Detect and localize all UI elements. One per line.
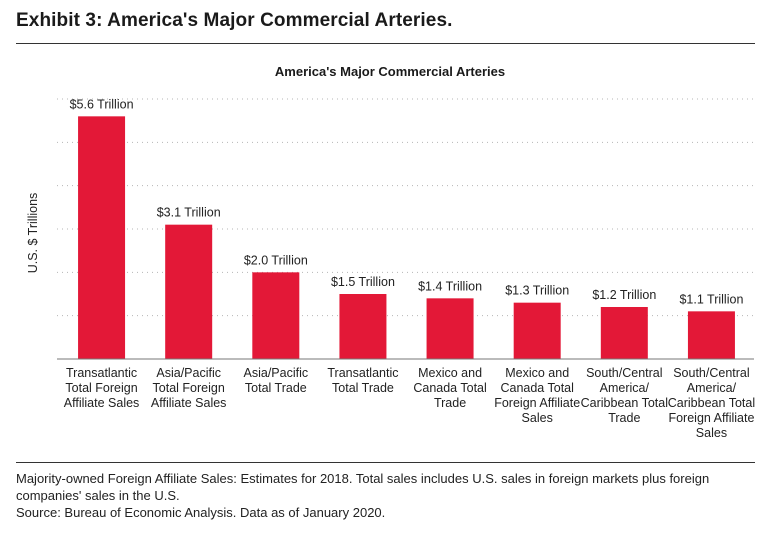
data-label: $1.5 Trillion	[331, 275, 395, 289]
data-label: $2.0 Trillion	[244, 253, 308, 267]
footnote: Majority-owned Foreign Affiliate Sales: …	[16, 470, 756, 521]
data-label: $1.3 Trillion	[505, 284, 569, 298]
footnote-definition: Majority-owned Foreign Affiliate Sales: …	[16, 471, 710, 503]
data-label: $1.4 Trillion	[418, 279, 482, 293]
bar	[426, 298, 474, 359]
top-rule	[16, 43, 755, 44]
bar	[339, 294, 387, 359]
category-label: Asia/Pacific Total Trade	[243, 366, 309, 395]
bar	[78, 116, 126, 359]
bar	[600, 307, 648, 359]
bar-chart: U.S. $ Trillions $5.6 Trillion $3.1 Trilli…	[26, 97, 754, 360]
data-label: $3.1 Trillion	[157, 206, 221, 220]
footnote-source: Source: Bureau of Economic Analysis. Dat…	[16, 505, 386, 520]
bar	[513, 302, 561, 359]
category-label: Mexico and Canada Total Trade	[413, 366, 487, 410]
data-label: $1.2 Trillion	[592, 288, 656, 302]
chart-title: America's Major Commercial Arteries	[274, 64, 506, 79]
category-label: Transatlantic Total Trade	[327, 366, 399, 395]
bottom-rule	[16, 462, 755, 463]
data-label: $1.1 Trillion	[679, 292, 743, 306]
y-axis-label: U.S. $ Trillions	[26, 193, 40, 274]
data-label: $5.6 Trillion	[70, 97, 134, 111]
category-label: Transatlantic Total Foreign Affiliate Sa…	[63, 366, 140, 410]
category-label: South/Central America/ Caribbean Total T…	[580, 366, 668, 425]
bar	[252, 272, 300, 359]
category-label: Asia/Pacific Total Foreign Affiliate Sal…	[150, 366, 227, 410]
exhibit-title: Exhibit 3: America's Major Commercial Ar…	[16, 10, 453, 31]
bar	[687, 311, 735, 359]
category-label: Mexico and Canada Total Foreign Affiliat…	[494, 366, 581, 425]
bar	[165, 224, 213, 359]
category-label: South/Central America/ Caribbean Total F…	[667, 366, 756, 440]
